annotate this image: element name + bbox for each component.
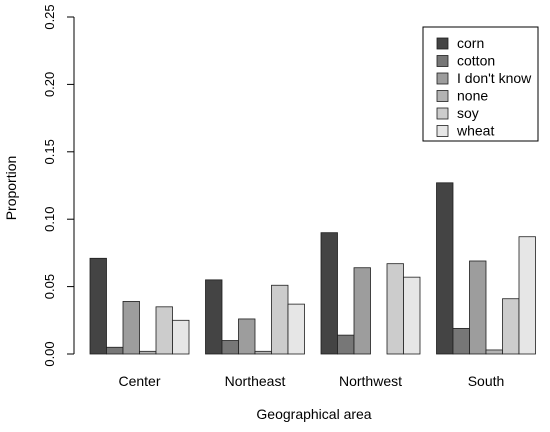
legend-label-soy: soy <box>457 105 479 121</box>
bar-northwest-i-don-t-know <box>353 267 371 355</box>
y-tick-label-5: 0.25 <box>42 4 57 29</box>
x-tick-label-northeast: Northeast <box>225 373 286 389</box>
legend-box <box>422 26 539 142</box>
bar-center-none <box>139 350 157 355</box>
y-tick-label-1: 0.05 <box>42 274 57 299</box>
bar-northwest-soy <box>386 263 404 355</box>
legend-swatch-none <box>436 90 449 102</box>
bar-south-none <box>485 349 503 355</box>
bar-center-soy <box>155 306 173 355</box>
y-tick-label-3: 0.15 <box>42 139 57 164</box>
bar-center-i-don-t-know <box>122 301 140 355</box>
legend-swatch-i-don-t-know <box>436 72 449 85</box>
bar-northwest-corn <box>320 232 338 355</box>
bar-group-northwest <box>320 232 421 355</box>
legend-swatch-wheat <box>436 125 449 137</box>
bar-group-south <box>436 182 536 355</box>
bar-northwest-wheat <box>403 276 421 355</box>
bar-northeast-wheat <box>287 303 305 355</box>
bar-center-wheat <box>172 319 190 355</box>
x-axis-labels: Center Northeast Northwest South <box>118 373 504 389</box>
legend-label-none: none <box>457 88 488 104</box>
legend-label-wheat: wheat <box>456 123 494 139</box>
y-axis-ticks: 0.00 0.05 0.10 0.15 0.20 0.25 <box>42 4 74 367</box>
bar-northeast-cotton <box>221 340 239 355</box>
legend-label-i-don-t-know: I don't know <box>457 70 532 86</box>
bar-northeast-none <box>254 350 272 355</box>
legend-label-corn: corn <box>457 35 484 51</box>
bar-northwest-cotton <box>337 334 355 355</box>
bar-group-northeast <box>205 279 305 355</box>
y-tick-label-0: 0.00 <box>42 341 57 366</box>
bar-northeast-soy <box>271 284 289 355</box>
bar-south-i-don-t-know <box>469 260 487 355</box>
y-axis-label: Proportion <box>3 156 19 221</box>
legend-label-cotton: cotton <box>457 53 495 69</box>
legend-swatch-soy <box>436 107 449 120</box>
bar-south-wheat <box>518 236 536 355</box>
x-tick-label-south: South <box>468 373 505 389</box>
x-axis-label: Geographical area <box>256 406 371 422</box>
x-tick-label-center: Center <box>118 373 160 389</box>
bar-group-center <box>89 257 190 355</box>
bar-center-cotton <box>106 346 124 355</box>
bar-center-corn <box>89 257 107 355</box>
bar-groups <box>89 182 536 355</box>
legend-swatch-cotton <box>436 55 449 67</box>
legend-swatch-corn <box>436 37 449 50</box>
bar-northeast-corn <box>205 279 223 355</box>
y-tick-label-2: 0.10 <box>42 207 57 232</box>
bar-south-corn <box>436 182 454 355</box>
bar-northeast-i-don-t-know <box>238 318 256 355</box>
x-tick-label-northwest: Northwest <box>339 373 402 389</box>
bar-south-soy <box>502 298 520 355</box>
bar-south-cotton <box>452 327 470 355</box>
y-tick-label-4: 0.20 <box>42 72 57 97</box>
